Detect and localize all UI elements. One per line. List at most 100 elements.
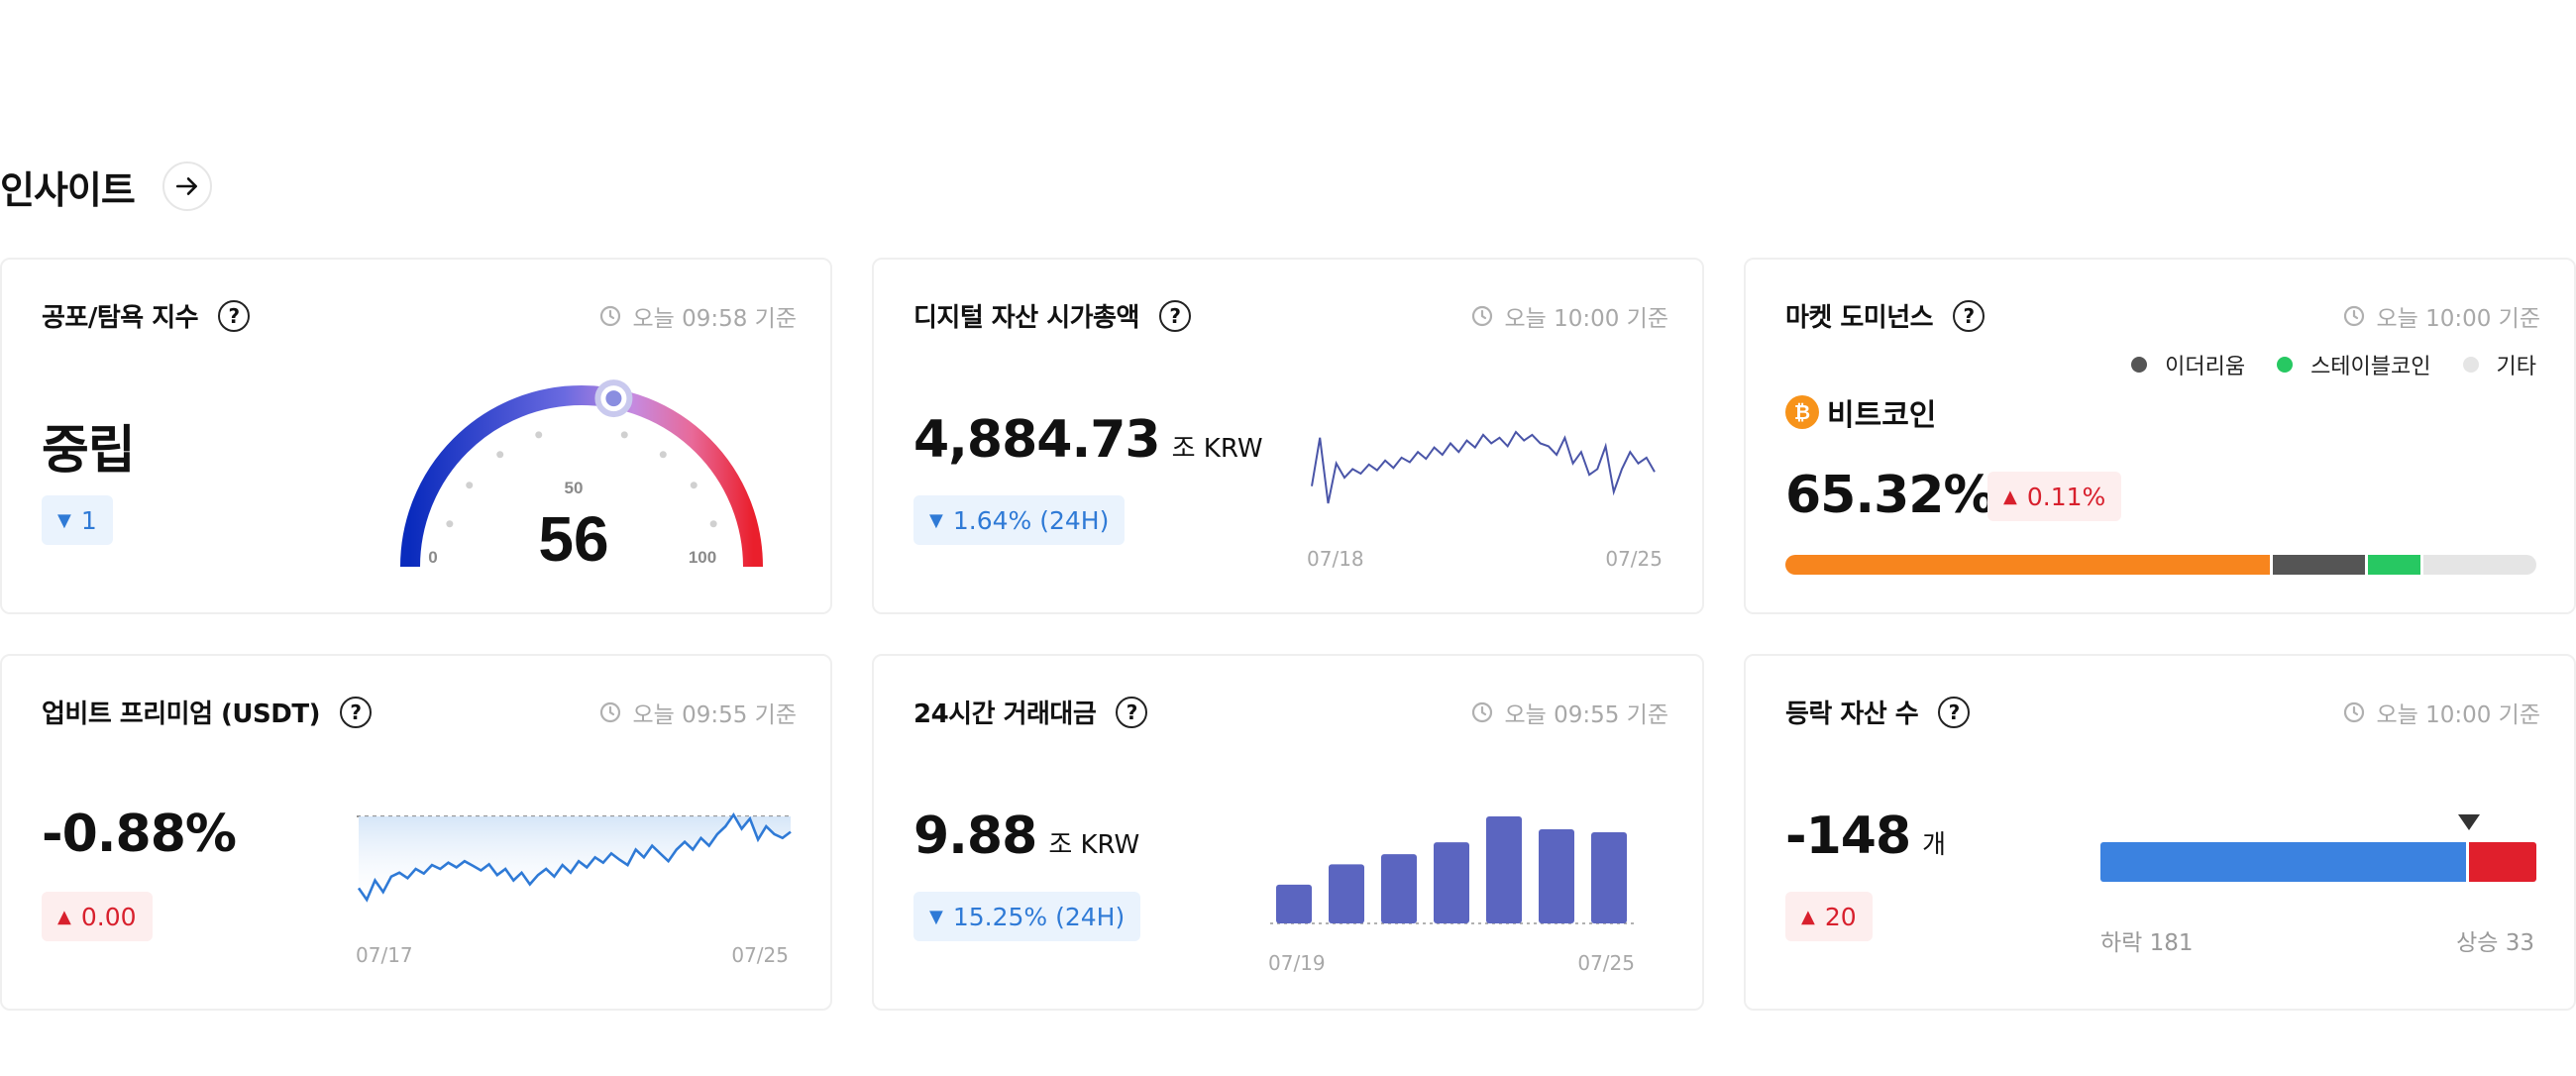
timestamp-text: 오늘 09:55 기준 (1504, 702, 1668, 728)
dominance-title: 마켓 도미넌스 (1785, 303, 1934, 333)
triangle-down-icon: ▼ (929, 906, 943, 927)
volume-card[interactable]: 24시간 거래대금 ? 오늘 09:55 기준 9.88 조 KRW ▼ 15.… (872, 654, 1704, 1011)
volume-value-row: 9.88 조 KRW (913, 807, 1139, 866)
dominance-segment (2422, 555, 2536, 575)
premium-change-badge: ▲ 0.00 (42, 892, 153, 941)
card-title-row: 24시간 거래대금 ? (913, 694, 1148, 730)
card-title-row: 마켓 도미넌스 ? (1785, 297, 1986, 334)
fear-greed-card[interactable]: 공포/탐욕 지수 ? 오늘 09:58 기준 중립 ▼ 1 50 0 100 5… (0, 258, 832, 614)
volume-bar (1329, 864, 1364, 923)
x-axis-end: 07/25 (1577, 951, 1635, 975)
rise-label: 상승 33 (2456, 930, 2534, 956)
insight-more-button[interactable] (161, 161, 212, 211)
timestamp: 오늘 10:00 기준 (2342, 299, 2540, 333)
volume-bar (1276, 884, 1312, 923)
legend-label: 이더리움 (2165, 355, 2246, 379)
market-cap-value-row: 4,884.73 조 KRW (913, 410, 1263, 470)
triangle-up-icon: ▲ (1801, 906, 1815, 927)
gauge-arc (400, 385, 763, 568)
x-axis-start: 07/17 (356, 943, 413, 967)
gauge-indicator-center (605, 390, 622, 407)
volume-bar (1434, 842, 1469, 923)
clock-icon (600, 701, 621, 723)
gauge-tick (535, 431, 543, 439)
legend-label: 기타 (2496, 355, 2536, 379)
rise-fall-stacked-bar (2100, 842, 2536, 882)
help-icon[interactable]: ? (1158, 299, 1191, 332)
volume-bar (1381, 854, 1417, 923)
gauge-ticks (446, 431, 717, 528)
help-icon[interactable]: ? (218, 299, 251, 332)
gauge-tick (659, 451, 667, 459)
clock-icon (2344, 701, 2365, 723)
gauge-label-max: 100 (689, 548, 716, 567)
help-icon[interactable]: ? (1938, 696, 1971, 728)
dominance-change: 0.11% (2026, 482, 2106, 511)
rise-fall-title: 등락 자산 수 (1785, 699, 1919, 729)
rise-fall-change: 20 (1824, 902, 1857, 931)
legend-item-stablecoin: 스테이블코인 (2277, 349, 2431, 380)
card-title-row: 디지털 자산 시가총액 ? (913, 297, 1191, 334)
timestamp-text: 오늘 10:00 기준 (1504, 306, 1668, 332)
fall-label: 하락 181 (2100, 930, 2194, 956)
volume-bar (1591, 832, 1627, 923)
market-cap-card[interactable]: 디지털 자산 시가총액 ? 오늘 10:00 기준 4,884.73 조 KRW… (872, 258, 1704, 614)
help-icon[interactable]: ? (1116, 696, 1148, 728)
timestamp: 오늘 09:55 기준 (598, 696, 797, 729)
fear-greed-value: 56 (538, 503, 608, 569)
rise-fall-card[interactable]: 등락 자산 수 ? 오늘 10:00 기준 -148 개 ▲ 20 하락 181… (1744, 654, 2576, 1011)
dominance-segment (2368, 555, 2420, 575)
timestamp-text: 오늘 09:58 기준 (632, 306, 797, 332)
premium-card[interactable]: 업비트 프리미엄 (USDT) ? 오늘 09:55 기준 -0.88% ▲ 0… (0, 654, 832, 1011)
premium-title: 업비트 프리미엄 (USDT) (42, 699, 320, 729)
fear-greed-state: 중립 (42, 421, 136, 481)
legend-dot (2131, 357, 2148, 373)
fear-greed-gauge: 50 0 100 56 (400, 379, 763, 569)
dominance-stacked-bar (1785, 555, 2536, 575)
volume-unit: 조 KRW (1048, 830, 1140, 860)
triangle-up-icon: ▲ (57, 906, 71, 927)
bitcoin-icon: ₿ (1785, 395, 1819, 429)
clock-icon (2344, 305, 2365, 327)
fear-greed-title: 공포/탐욕 지수 (42, 303, 199, 333)
timestamp: 오늘 09:58 기준 (598, 299, 797, 333)
rise-fall-value-row: -148 개 (1785, 807, 1946, 866)
legend-dot (2277, 357, 2294, 373)
gauge-tick (709, 520, 717, 528)
market-cap-line-chart (1311, 430, 1656, 504)
help-icon[interactable]: ? (1953, 299, 1986, 332)
timestamp-text: 오늘 09:55 기준 (632, 702, 797, 728)
triangle-up-icon: ▲ (2003, 485, 2017, 507)
premium-value: -0.88% (42, 805, 237, 864)
gauge-label-mid: 50 (565, 479, 584, 497)
premium-series-line (357, 811, 792, 903)
card-title-row: 등락 자산 수 ? (1785, 694, 1971, 730)
timestamp: 오늘 09:55 기준 (1470, 696, 1668, 729)
dominance-card[interactable]: 마켓 도미넌스 ? 오늘 10:00 기준 ₿ 비트코인 이더리움 스테이블코인… (1744, 258, 2576, 614)
fear-greed-change-badge: ▼ 1 (42, 495, 113, 545)
market-cap-value: 4,884.73 (913, 410, 1161, 470)
premium-change: 0.00 (80, 902, 137, 931)
market-cap-change-badge: ▼ 1.64% (24H) (913, 495, 1126, 545)
section-title: 인사이트 (0, 167, 136, 212)
x-axis-start: 07/18 (1307, 547, 1364, 571)
volume-change-badge: ▼ 15.25% (24H) (913, 892, 1141, 941)
help-icon[interactable]: ? (339, 696, 372, 728)
x-axis-end: 07/25 (1605, 547, 1663, 571)
fall-segment (2100, 842, 2470, 882)
x-axis-start: 07/19 (1268, 951, 1326, 975)
legend-item-ethereum: 이더리움 (2131, 349, 2245, 380)
timestamp-text: 오늘 10:00 기준 (2376, 306, 2540, 332)
rise-fall-value: -148 (1785, 807, 1911, 866)
market-cap-unit: 조 KRW (1171, 434, 1263, 464)
premium-area-chart (357, 811, 793, 903)
dominance-segment (1785, 555, 2271, 575)
timestamp: 오늘 10:00 기준 (2342, 696, 2540, 729)
volume-bar-chart (1270, 816, 1637, 924)
volume-bar (1486, 816, 1522, 923)
rise-segment (2469, 842, 2536, 882)
x-axis-end: 07/25 (731, 943, 789, 967)
insight-section-header: 인사이트 (0, 159, 212, 214)
dominance-value: 65.32% (1785, 466, 1995, 525)
market-cap-change: 1.64% (24H) (952, 505, 1110, 535)
